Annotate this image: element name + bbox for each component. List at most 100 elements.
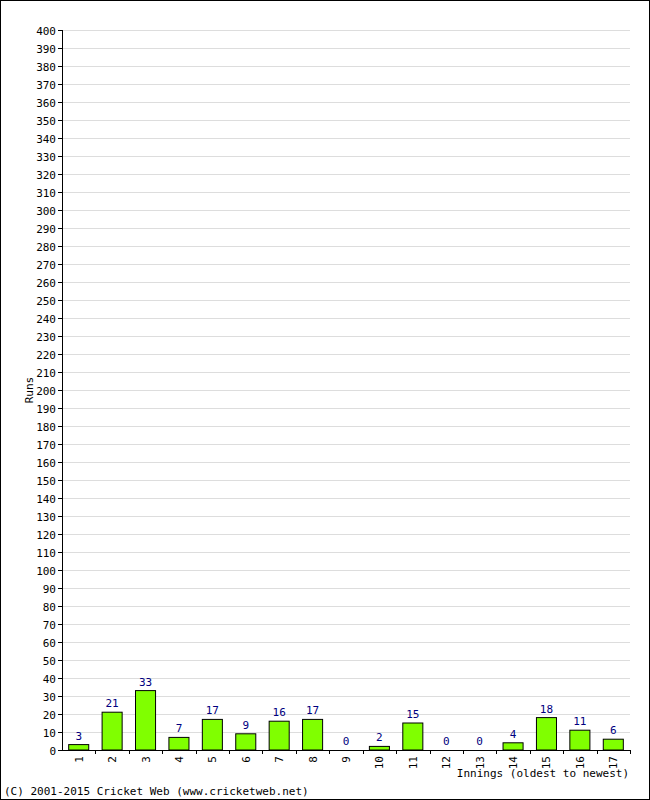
grid-line [62,300,630,301]
x-tick-label: 11 [407,756,420,769]
x-tick-mark [329,750,330,754]
y-tick-label: 350 [36,115,56,128]
tick-mark [58,48,62,49]
y-tick-label: 200 [36,385,56,398]
grid-line [62,390,630,391]
data-label: 17 [306,704,319,717]
grid-line [62,660,630,661]
data-label: 4 [510,728,517,741]
y-tick-label: 170 [36,439,56,452]
grid-line [62,498,630,499]
tick-mark [58,246,62,247]
bar [536,718,556,750]
bar [236,734,256,750]
data-label: 15 [406,708,419,721]
y-tick-label: 90 [43,583,56,596]
tick-mark [58,750,62,751]
grid-line [62,372,630,373]
grid-line [62,174,630,175]
x-tick-label: 1 [73,756,86,763]
tick-mark [58,30,62,31]
data-label: 17 [206,704,219,717]
bars [69,691,624,750]
x-axis [62,750,630,751]
x-tick-mark [129,750,130,754]
y-tick-label: 130 [36,511,56,524]
tick-mark [58,138,62,139]
y-tick-label: 80 [43,601,56,614]
y-tick-label: 340 [36,133,56,146]
bar [69,745,89,750]
y-tick-label: 270 [36,259,56,272]
y-tick-label: 400 [36,25,56,38]
tick-mark [58,336,62,337]
data-label: 0 [343,735,350,748]
bar [369,746,389,750]
grid-line [62,138,630,139]
y-tick-label: 260 [36,277,56,290]
y-tick-label: 280 [36,241,56,254]
x-tick-label: 8 [307,756,320,763]
tick-mark [58,534,62,535]
bar [436,750,456,751]
grid-line [62,318,630,319]
x-tick-label: 2 [106,756,119,763]
tick-mark [58,714,62,715]
y-tick-label: 380 [36,61,56,74]
tick-mark [58,264,62,265]
x-tick-mark [363,750,364,754]
grid-line [62,642,630,643]
grid-line [62,156,630,157]
x-tick-mark [162,750,163,754]
x-tick-mark [630,750,631,754]
tick-mark [58,606,62,607]
x-tick-label: 4 [173,756,186,763]
grid-line [62,480,630,481]
tick-mark [58,66,62,67]
grid-line [62,84,630,85]
y-tick-label: 290 [36,223,56,236]
y-tick-label: 370 [36,79,56,92]
tick-mark [58,660,62,661]
y-tick-label: 190 [36,403,56,416]
bar [336,750,356,751]
y-axis-label: Runs [23,377,36,404]
tick-mark [58,642,62,643]
y-tick-label: 240 [36,313,56,326]
grid-line [62,246,630,247]
x-tick-label: 3 [140,756,153,763]
data-label: 9 [242,719,249,732]
bar [202,719,222,750]
x-tick-label: 7 [273,756,286,763]
data-label: 21 [105,697,118,710]
x-tick-label: 10 [373,756,386,769]
tick-mark [58,192,62,193]
grid-line [62,606,630,607]
data-label: 7 [176,722,183,735]
x-tick-mark [563,750,564,754]
grid-line [62,48,630,49]
grid-line [62,534,630,535]
grid-line [62,282,630,283]
y-tick-label: 50 [43,655,56,668]
y-tick-label: 300 [36,205,56,218]
tick-mark [58,570,62,571]
y-tick-label: 210 [36,367,56,380]
bar [102,712,122,750]
grid-line [62,444,630,445]
grid-line [62,750,630,751]
y-tick-label: 40 [43,673,56,686]
tick-mark [58,318,62,319]
bar [570,730,590,750]
y-tick-label: 320 [36,169,56,182]
tick-mark [58,300,62,301]
tick-mark [58,408,62,409]
y-tick-label: 230 [36,331,56,344]
y-tick-label: 120 [36,529,56,542]
tick-mark [58,624,62,625]
tick-mark [58,282,62,283]
tick-mark [58,372,62,373]
x-tick-label: 6 [240,756,253,763]
tick-mark [58,498,62,499]
x-tick-mark [296,750,297,754]
